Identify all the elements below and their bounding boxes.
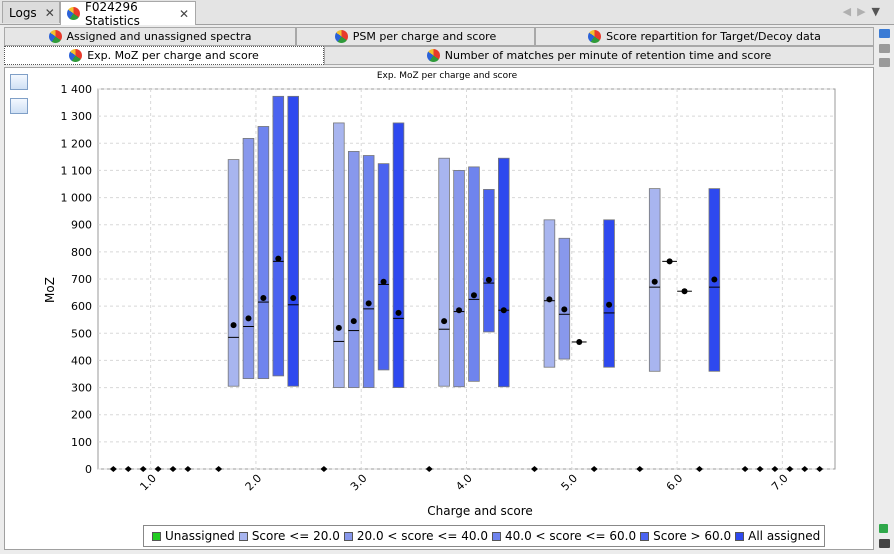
tab-label: Number of matches per minute of retentio…: [444, 49, 772, 62]
close-icon[interactable]: ✕: [44, 5, 55, 20]
legend-item: 20.0 < score <= 40.0: [340, 529, 488, 543]
legend-item: All assigned: [731, 529, 820, 543]
pie-chart-icon: [426, 49, 440, 62]
export-image-icon[interactable]: [10, 98, 28, 114]
dropdown-icon[interactable]: ▼: [871, 5, 886, 18]
tab-statistics[interactable]: F024296 Statistics ✕: [60, 0, 196, 28]
chart-title: Exp. MoZ per charge and score: [376, 71, 518, 81]
tab-label: Assigned and unassigned spectra: [66, 30, 252, 43]
arrow-right-icon[interactable]: ▶: [857, 5, 872, 18]
right-toolbar: [876, 24, 892, 554]
tab-psm-per-charge[interactable]: PSM per charge and score: [296, 27, 535, 46]
arrow-left-icon[interactable]: ◀: [842, 5, 858, 18]
tab-label: Exp. MoZ per charge and score: [87, 49, 259, 62]
legend-swatch: [640, 531, 650, 541]
legend-item: 40.0 < score <= 60.0: [488, 529, 636, 543]
legend-label: Unassigned: [165, 529, 235, 543]
legend-item: Score > 60.0: [636, 529, 731, 543]
legend-label: 20.0 < score <= 40.0: [356, 529, 488, 543]
tab-logs[interactable]: Logs ✕: [2, 1, 60, 23]
legend-swatch: [343, 531, 353, 541]
pie-chart-icon: [334, 30, 348, 43]
pie-chart-icon: [69, 49, 83, 62]
tab-assigned-unassigned[interactable]: Assigned and unassigned spectra: [4, 27, 296, 46]
tab-score-repartition[interactable]: Score repartition for Target/Decoy data: [535, 27, 874, 46]
legend-swatch: [735, 531, 745, 541]
maximize-icon[interactable]: [879, 29, 890, 38]
legend-swatch: [152, 531, 161, 541]
legend-label: Score > 60.0: [653, 529, 732, 543]
legend-label: 40.0 < score <= 60.0: [505, 529, 637, 543]
legend-swatch: [492, 531, 501, 541]
pie-chart-icon: [588, 30, 602, 43]
pie-chart-icon: [67, 7, 80, 20]
legend-swatch: [238, 531, 248, 541]
tab-label: PSM per charge and score: [352, 30, 497, 43]
chart-tabs: Assigned and unassigned spectra PSM per …: [4, 27, 874, 67]
grid-view-icon[interactable]: [10, 74, 28, 90]
save-icon[interactable]: [879, 539, 890, 548]
editor-tab-bar: Logs ✕ F024296 Statistics ✕ ◀▶▼: [0, 0, 894, 28]
close-icon[interactable]: ✕: [178, 6, 189, 21]
comment-icon[interactable]: [879, 58, 890, 67]
tab-statistics-label: F024296 Statistics: [85, 0, 140, 28]
tab-navigation: ◀▶▼: [843, 5, 886, 18]
tab-matches-per-minute[interactable]: Number of matches per minute of retentio…: [324, 46, 874, 65]
pie-chart-icon: [48, 30, 62, 43]
chart-panel: [4, 67, 874, 550]
tab-exp-moz[interactable]: Exp. MoZ per charge and score: [4, 46, 324, 65]
chart-legend: Unassigned Score <= 20.0 20.0 < score <=…: [143, 525, 826, 547]
legend-label: Score <= 20.0: [251, 529, 340, 543]
tab-logs-label: Logs: [9, 5, 37, 20]
legend-label: All assigned: [748, 529, 821, 543]
tab-label: Score repartition for Target/Decoy data: [606, 30, 821, 43]
add-icon[interactable]: [879, 524, 888, 533]
legend-item: Score <= 20.0: [235, 529, 340, 543]
restore-icon[interactable]: [879, 44, 890, 53]
legend-item: Unassigned: [148, 529, 235, 543]
